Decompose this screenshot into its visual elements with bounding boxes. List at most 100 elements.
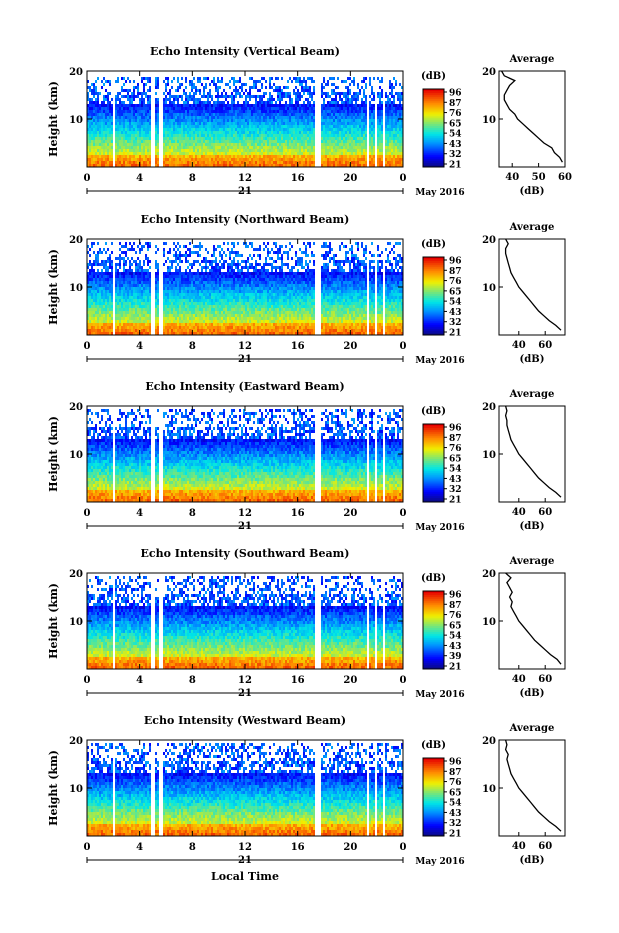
echo-cell — [211, 128, 213, 131]
echo-cell — [363, 92, 365, 95]
echo-cell — [179, 302, 181, 305]
echo-cell — [261, 107, 263, 110]
echo-cell — [109, 287, 111, 290]
echo-cell — [297, 131, 299, 134]
echo-cell — [347, 128, 349, 131]
echo-cell — [89, 128, 91, 131]
echo-cell — [145, 131, 147, 134]
echo-cell — [169, 260, 171, 263]
echo-cell — [101, 251, 103, 254]
echo-cell — [251, 131, 253, 134]
echo-cell — [203, 107, 205, 110]
echo-cell — [281, 98, 283, 101]
echo-cell — [229, 80, 231, 83]
echo-cell — [203, 116, 205, 119]
x-tick-label: 16 — [291, 173, 305, 184]
echo-cell — [341, 149, 343, 152]
echo-cell — [185, 149, 187, 152]
echo-cell — [391, 101, 393, 104]
echo-cell — [105, 143, 107, 146]
echo-cell — [133, 290, 135, 293]
echo-cell — [285, 119, 287, 122]
echo-cell — [255, 107, 257, 110]
echo-cell — [127, 272, 129, 275]
echo-cell — [331, 110, 333, 113]
echo-cell — [193, 140, 195, 143]
echo-cell — [381, 125, 383, 128]
echo-cell — [195, 143, 197, 146]
echo-cell — [141, 146, 143, 149]
echo-cell — [291, 104, 293, 107]
echo-cell — [233, 155, 235, 158]
echo-cell — [203, 143, 205, 146]
echo-cell — [217, 95, 219, 98]
echo-cell — [325, 122, 327, 125]
echo-cell — [325, 92, 327, 95]
echo-cell — [313, 89, 315, 92]
echo-cell — [97, 254, 99, 257]
echo-cell — [105, 122, 107, 125]
echo-cell — [341, 113, 343, 116]
echo-cell — [255, 80, 257, 83]
echo-cell — [169, 122, 171, 125]
echo-cell — [347, 119, 349, 122]
echo-cell — [271, 134, 273, 137]
echo-cell — [275, 149, 277, 152]
echo-cell — [197, 98, 199, 101]
echo-cell — [269, 137, 271, 140]
echo-cell — [295, 122, 297, 125]
echo-cell — [393, 101, 395, 104]
echo-cell — [99, 275, 101, 278]
echo-cell — [345, 104, 347, 107]
echo-cell — [127, 98, 129, 101]
echo-cell — [165, 308, 167, 311]
echo-cell — [93, 143, 95, 146]
echo-cell — [337, 125, 339, 128]
echo-cell — [187, 107, 189, 110]
echo-cell — [173, 287, 175, 290]
echo-cell — [155, 266, 157, 269]
echo-cell — [181, 290, 183, 293]
echo-cell — [227, 143, 229, 146]
echo-cell — [341, 137, 343, 140]
echo-cell — [303, 152, 305, 155]
echo-cell — [147, 143, 149, 146]
echo-cell — [227, 146, 229, 149]
echo-cell — [307, 110, 309, 113]
echo-cell — [127, 113, 129, 116]
echo-cell — [299, 116, 301, 119]
echo-cell — [111, 149, 113, 152]
echo-cell — [173, 323, 175, 326]
echo-cell — [149, 128, 151, 131]
echo-cell — [155, 299, 157, 302]
echo-cell — [229, 107, 231, 110]
echo-cell — [123, 302, 125, 305]
echo-cell — [299, 152, 301, 155]
echo-cell — [391, 134, 393, 137]
echo-cell — [227, 158, 229, 161]
echo-cell — [341, 116, 343, 119]
echo-cell — [149, 137, 151, 140]
echo-cell — [373, 113, 375, 116]
echo-cell — [171, 152, 173, 155]
echo-cell — [337, 143, 339, 146]
echo-cell — [145, 155, 147, 158]
echo-cell — [139, 98, 141, 101]
colorbar-tick-label: 54 — [449, 130, 462, 140]
echo-cell — [137, 287, 139, 290]
echo-cell — [175, 89, 177, 92]
echo-cell — [381, 80, 383, 83]
echo-cell — [155, 305, 157, 308]
echo-cell — [301, 146, 303, 149]
echo-cell — [215, 161, 217, 164]
echo-cell — [167, 308, 169, 311]
echo-cell — [111, 116, 113, 119]
echo-cell — [387, 113, 389, 116]
echo-cell — [205, 131, 207, 134]
echo-cell — [93, 131, 95, 134]
echo-cell — [107, 158, 109, 161]
echo-cell — [225, 104, 227, 107]
echo-cell — [157, 266, 159, 269]
echo-cell — [143, 275, 145, 278]
echo-cell — [363, 101, 365, 104]
